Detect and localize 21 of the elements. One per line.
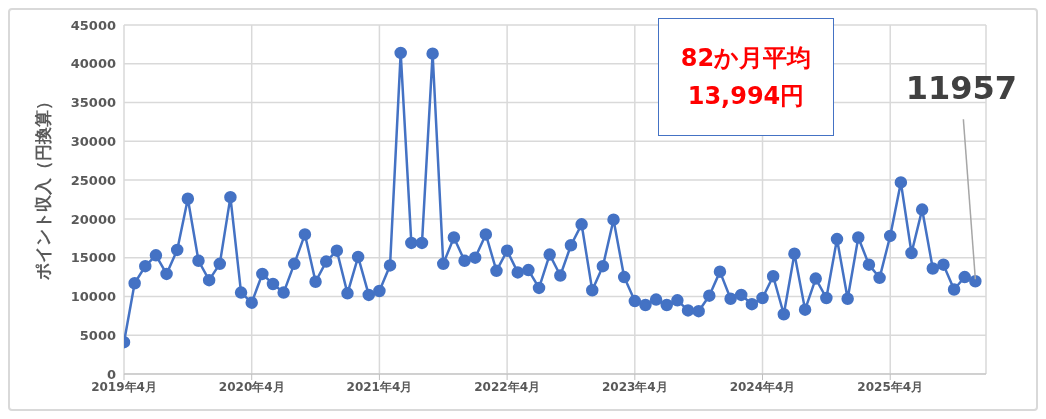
y-tick-label: 10000	[70, 289, 116, 305]
x-tick-label: 2023年4月	[601, 379, 668, 394]
y-tick-label: 5000	[79, 327, 116, 343]
x-tick-label: 2024年4月	[729, 379, 796, 394]
y-tick-label: 25000	[70, 172, 116, 188]
y-axis-title: ポイント収入（円換算）	[33, 92, 54, 281]
x-tick-label: 2020年4月	[218, 379, 285, 394]
y-tick-label: 35000	[70, 95, 116, 111]
y-tick-label: 15000	[70, 250, 116, 266]
callout-box: 82か月平均 13,994円	[658, 18, 834, 136]
y-tick-label: 45000	[70, 17, 116, 33]
x-tick-label: 2019年4月	[91, 379, 157, 394]
x-tick-label: 2022年4月	[474, 379, 540, 394]
annotation: 11957	[905, 69, 1018, 108]
x-tick-label: 2021年4月	[346, 379, 413, 394]
x-tick-label: 2025年4月	[857, 379, 924, 394]
y-tick-label: 20000	[70, 211, 116, 227]
y-tick-label: 30000	[70, 133, 116, 149]
y-tick-label: 0	[106, 366, 116, 382]
annotation: 82か月平均 13,994円	[680, 43, 812, 112]
y-tick-label: 40000	[70, 56, 116, 72]
